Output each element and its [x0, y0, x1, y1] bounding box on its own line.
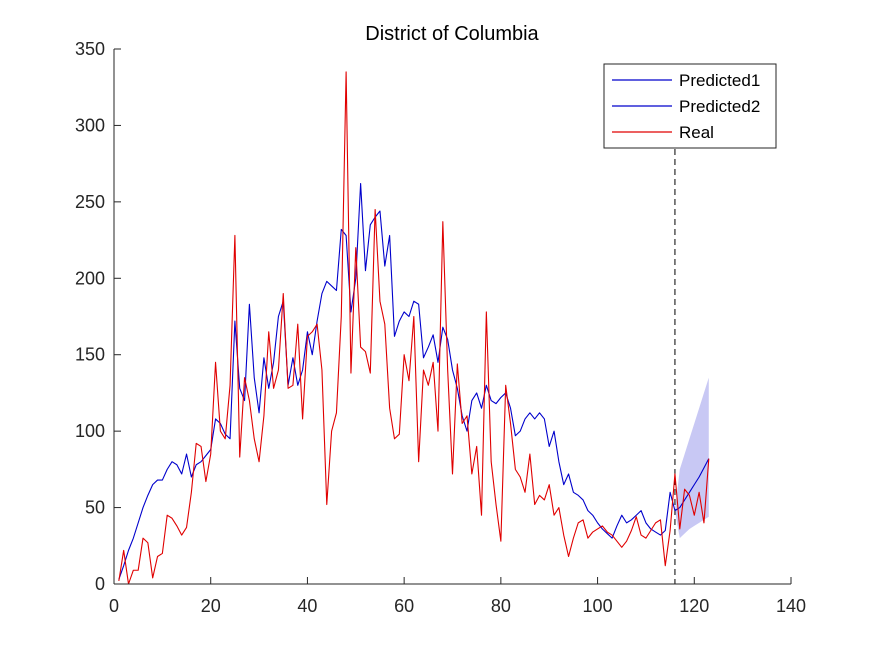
y-tick-label: 300	[75, 115, 105, 135]
y-tick-label: 50	[85, 498, 105, 518]
y-tick-label: 0	[95, 574, 105, 594]
x-tick-label: 40	[297, 596, 317, 616]
plot-area	[118, 71, 710, 585]
x-tick-label: 80	[491, 596, 511, 616]
legend-label: Predicted2	[679, 97, 760, 116]
legend: Predicted1 Predicted2 Real	[603, 63, 777, 149]
y-tick-label: 350	[75, 39, 105, 59]
legend-label: Real	[679, 123, 714, 142]
y-tick-label: 150	[75, 345, 105, 365]
x-tick-label: 60	[394, 596, 414, 616]
axes: 0 20 40 60 80 100 120 140 0 50 100 150 200 250 300 350	[75, 39, 806, 616]
legend-label: Predicted1	[679, 71, 760, 90]
x-tick-label: 20	[201, 596, 221, 616]
chart-title: District of Columbia	[365, 23, 539, 45]
series-line-predicted2	[674, 458, 710, 512]
y-tick-label: 100	[75, 421, 105, 441]
x-tick-label: 0	[109, 596, 119, 616]
y-tick-label: 250	[75, 192, 105, 212]
y-tick-label: 200	[75, 268, 105, 288]
series-line-real	[118, 71, 710, 585]
x-tick-label: 140	[776, 596, 806, 616]
x-tick-label: 120	[679, 596, 709, 616]
x-tick-label: 100	[583, 596, 613, 616]
